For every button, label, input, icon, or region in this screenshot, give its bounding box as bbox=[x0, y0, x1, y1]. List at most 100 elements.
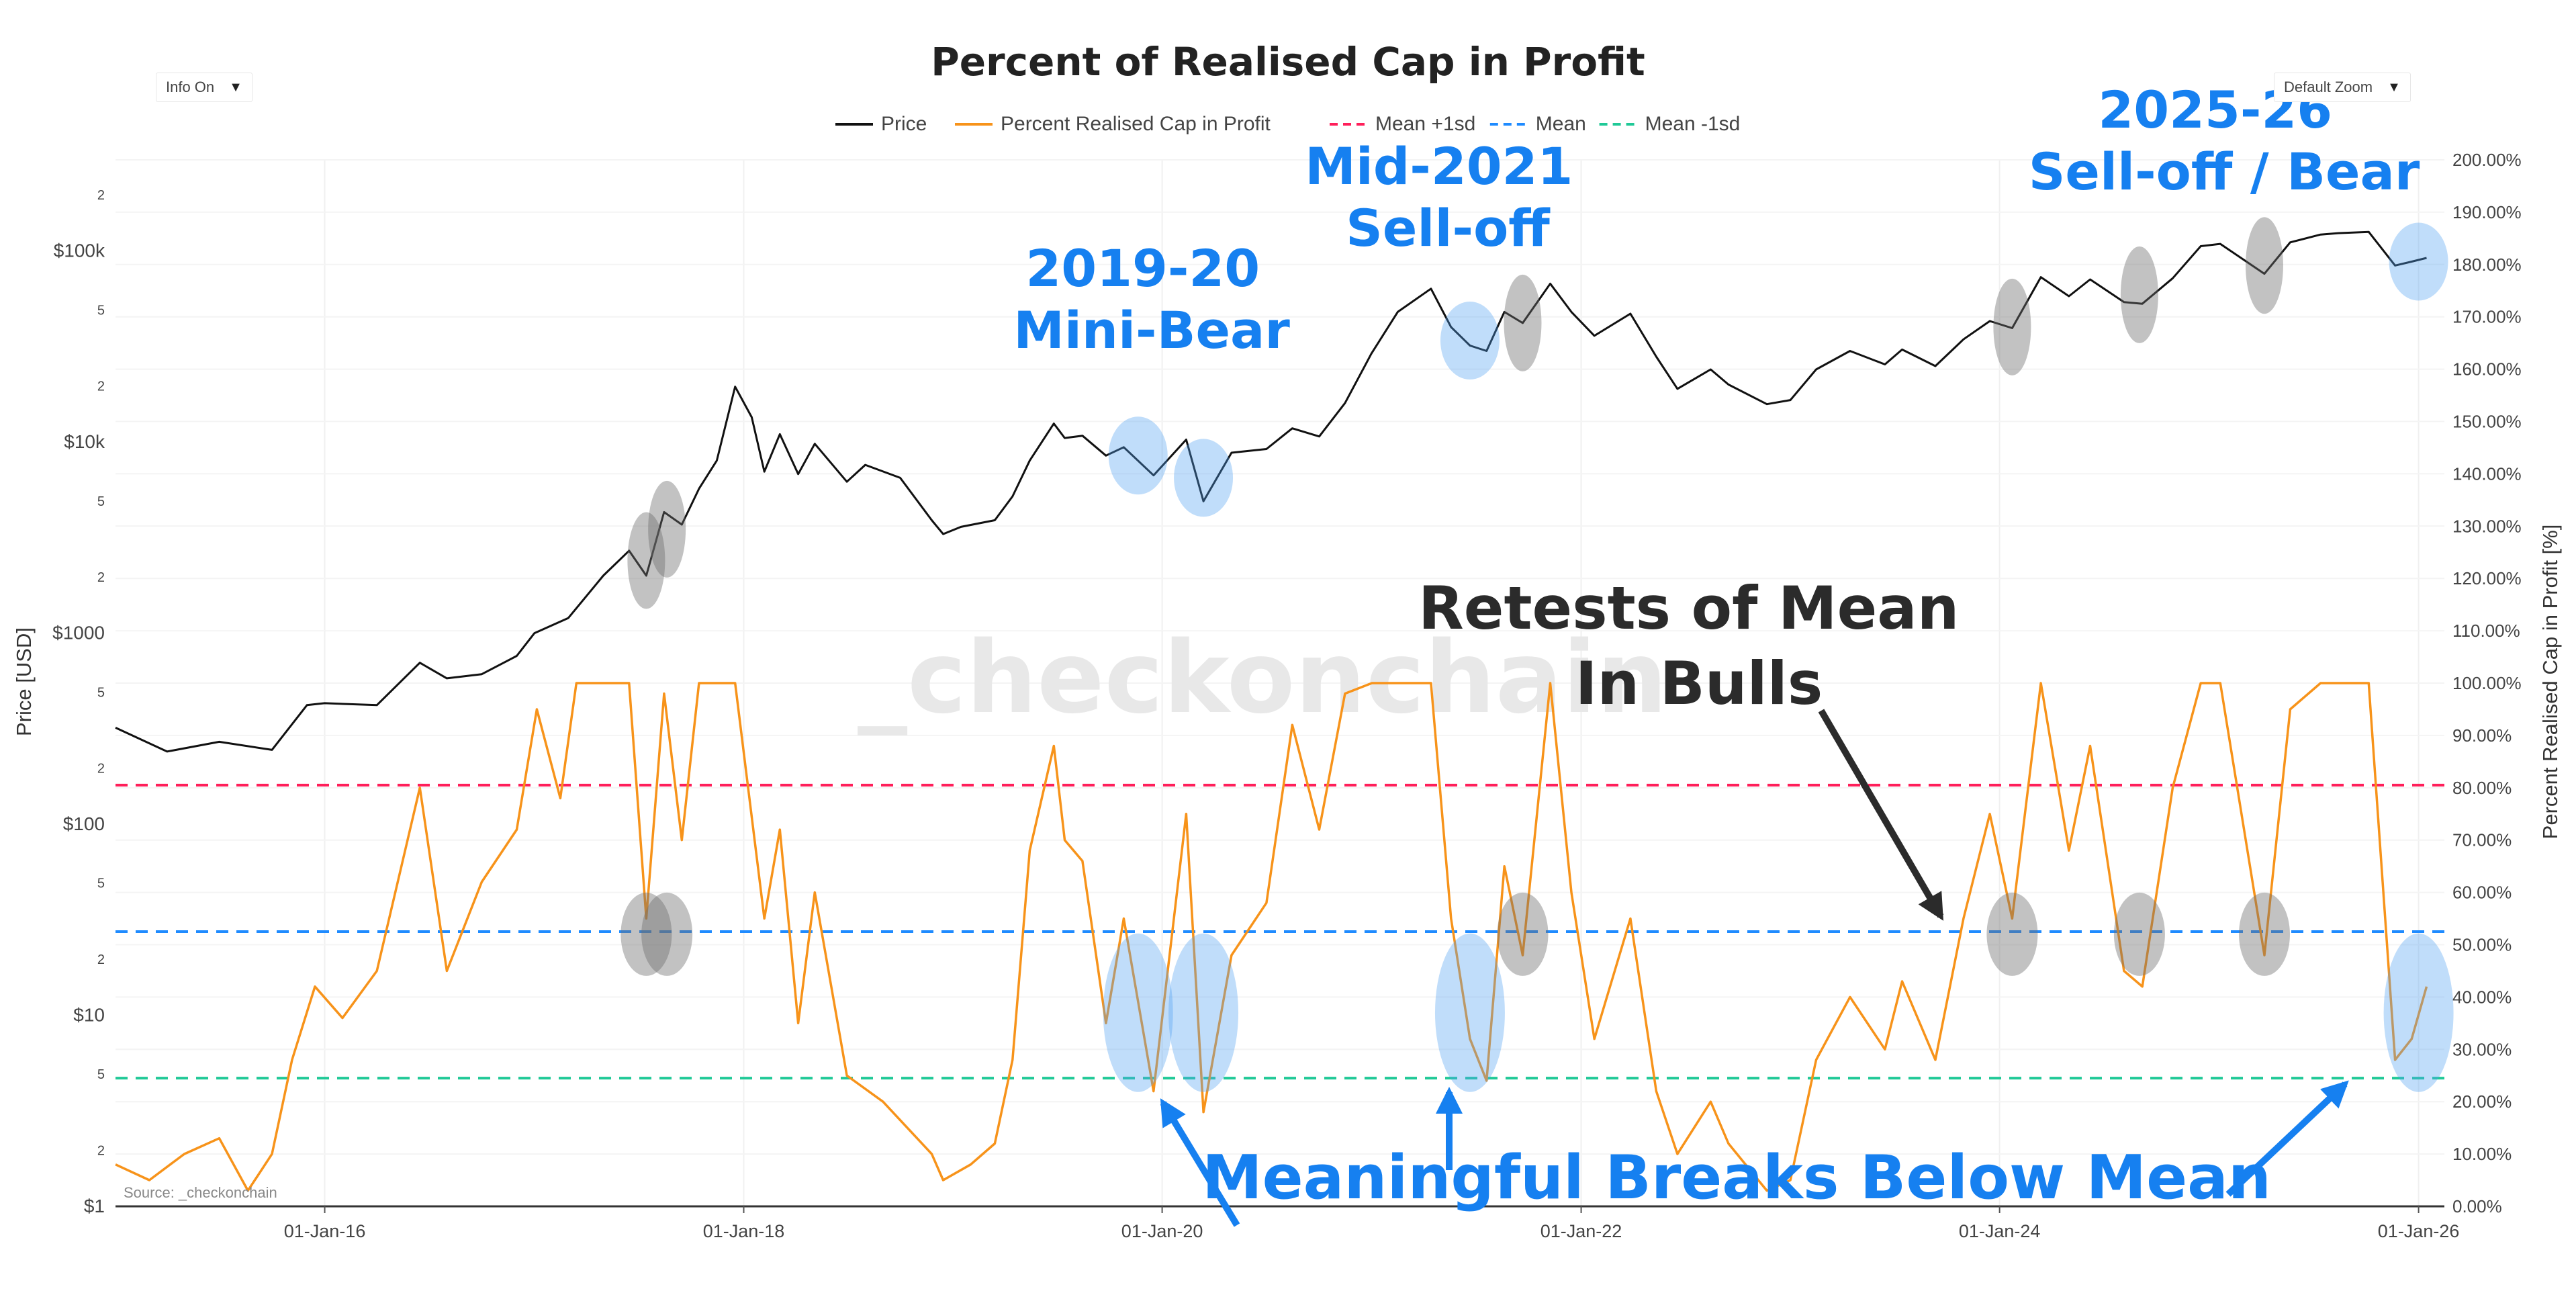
break-highlight bbox=[1108, 416, 1168, 495]
y-right-tick-label: 100.00% bbox=[2452, 673, 2522, 693]
mean-lines bbox=[116, 783, 2444, 1080]
y-right-tick-label: 140.00% bbox=[2452, 463, 2522, 484]
retest-highlight bbox=[648, 480, 686, 578]
retest-highlight bbox=[2245, 217, 2283, 314]
retest-highlight bbox=[2113, 892, 2165, 976]
arrow-break-2020 bbox=[1160, 1098, 1240, 1227]
y-right-tick-label: 20.00% bbox=[2452, 1091, 2512, 1112]
annotation-retests: Retests of Mean In Bulls bbox=[1418, 574, 1980, 718]
y-left-tick-label: 5 bbox=[97, 1067, 105, 1082]
x-tick-label: 01-Jan-24 bbox=[1959, 1221, 2041, 1241]
y-right-tick-label: 60.00% bbox=[2452, 883, 2512, 903]
y-left-label: Price [USD] bbox=[12, 627, 36, 736]
y-left-tick-label: 2 bbox=[97, 570, 105, 585]
y-left-tick-label: $1 bbox=[84, 1196, 105, 1216]
y-left-tick-label: 2 bbox=[97, 761, 105, 776]
y-right-tick-label: 70.00% bbox=[2452, 830, 2512, 850]
retest-highlight bbox=[620, 892, 672, 976]
y-left-tick-label: 2 bbox=[97, 188, 105, 203]
y-left-tick-label: 5 bbox=[97, 685, 105, 700]
break-highlight bbox=[1103, 933, 1173, 1092]
y-left-tick-label: 5 bbox=[97, 494, 105, 509]
x-tick-label: 01-Jan-20 bbox=[1121, 1221, 1203, 1241]
retest-highlight bbox=[1986, 892, 2038, 976]
y-right-tick-label: 190.00% bbox=[2452, 202, 2522, 222]
y-right-tick-label: 10.00% bbox=[2452, 1144, 2512, 1164]
break-highlight bbox=[1168, 933, 1239, 1092]
info-toggle[interactable]: Info On ▼ bbox=[156, 73, 252, 102]
grid bbox=[116, 159, 2444, 1207]
legend-label: Mean -1sd bbox=[1645, 113, 1741, 135]
price-line bbox=[115, 230, 2427, 753]
y-left-tick-label: 2 bbox=[97, 1143, 105, 1158]
y-left-tick-label: $1000 bbox=[52, 623, 105, 643]
y-left-tick-label: $10 bbox=[73, 1005, 105, 1026]
annotation-mid-2021: Mid-2021 Sell-off bbox=[1305, 136, 1591, 258]
retest-highlight bbox=[2120, 246, 2158, 343]
chart-title: Percent of Realised Cap in Profit bbox=[931, 39, 1645, 85]
annotations: 2019-20 Mini-Bear Mid-2021 Sell-off 2025… bbox=[1013, 80, 2420, 1227]
y-left-tick-label: $10k bbox=[64, 431, 105, 452]
retest-highlight bbox=[641, 892, 693, 976]
y-right-tick-label: 40.00% bbox=[2452, 987, 2512, 1007]
annotation-2025-26: 2025-26 Sell-off / Bear bbox=[2029, 80, 2420, 202]
retest-highlight bbox=[2238, 892, 2290, 976]
x-tick-label: 01-Jan-18 bbox=[703, 1221, 785, 1241]
legend-label: Mean +1sd bbox=[1375, 113, 1475, 135]
break-highlight bbox=[1440, 301, 1500, 379]
annotation-breaks: Meaningful Breaks Below Mean bbox=[1202, 1143, 2271, 1213]
highlight-circles bbox=[620, 217, 2454, 1092]
zoom-select[interactable]: Default Zoom ▼ bbox=[2274, 73, 2411, 102]
arrow-retest bbox=[1818, 709, 1944, 921]
y-right-tick-label: 120.00% bbox=[2452, 568, 2522, 588]
arrow-break-2026 bbox=[2225, 1080, 2349, 1197]
break-highlight bbox=[2383, 933, 2454, 1092]
y-right-tick-label: 170.00% bbox=[2452, 307, 2522, 327]
y-left-ticks: $1 2 5 $10 2 5 $100 2 5 $1000 2 5 $10k 2 5 $100k 2 bbox=[52, 188, 105, 1216]
percent-profit-line bbox=[115, 682, 2428, 1192]
break-highlight bbox=[1174, 439, 1234, 517]
x-tick-label: 01-Jan-26 bbox=[2378, 1221, 2460, 1241]
y-left-tick-label: 5 bbox=[97, 877, 105, 891]
legend-label: Price bbox=[881, 113, 927, 135]
y-right-tick-label: 50.00% bbox=[2452, 935, 2512, 955]
y-left-tick-label: 5 bbox=[97, 303, 105, 318]
x-axis-ticks: 01-Jan-16 01-Jan-18 01-Jan-20 01-Jan-22 01-J… bbox=[284, 1206, 2460, 1241]
source-label: Source: _checkonchain bbox=[124, 1184, 277, 1201]
y-right-tick-label: 0.00% bbox=[2452, 1196, 2502, 1216]
y-right-tick-label: 90.00% bbox=[2452, 725, 2512, 746]
retest-highlight bbox=[1504, 274, 1542, 371]
legend-label: Mean bbox=[1536, 113, 1586, 135]
y-right-tick-label: 160.00% bbox=[2452, 359, 2522, 379]
y-left-tick-label: 2 bbox=[97, 952, 105, 967]
legend-label: Percent Realised Cap in Profit bbox=[1001, 113, 1271, 135]
y-right-tick-label: 180.00% bbox=[2452, 255, 2522, 275]
series bbox=[115, 230, 2428, 1192]
zoom-select-label: Default Zoom bbox=[2284, 79, 2373, 95]
y-right-tick-label: 80.00% bbox=[2452, 778, 2512, 798]
x-tick-label: 01-Jan-22 bbox=[1540, 1221, 1622, 1241]
legend: Price Percent Realised Cap in Profit Mean … bbox=[835, 113, 1740, 135]
chevron-down-icon: ▼ bbox=[229, 79, 242, 95]
annotation-mini-bear: 2019-20 Mini-Bear bbox=[1013, 238, 1290, 360]
retest-highlight bbox=[1993, 278, 2031, 375]
y-right-label: Percent Realised Cap in Profit [%] bbox=[2538, 525, 2562, 840]
info-toggle-label: Info On bbox=[166, 79, 215, 95]
y-right-tick-label: 30.00% bbox=[2452, 1039, 2512, 1059]
break-highlight bbox=[1434, 933, 1505, 1092]
y-left-tick-label: $100k bbox=[54, 240, 105, 261]
y-left-tick-label: 2 bbox=[97, 379, 105, 394]
y-right-ticks: 0.00% 10.00% 20.00% 30.00% 40.00% 50.00% 60.00… bbox=[2452, 150, 2522, 1216]
retest-highlight bbox=[1497, 892, 1549, 976]
y-right-tick-label: 200.00% bbox=[2452, 150, 2522, 170]
break-highlight bbox=[2389, 222, 2448, 301]
y-right-tick-label: 130.00% bbox=[2452, 516, 2522, 536]
y-right-tick-label: 110.00% bbox=[2452, 621, 2520, 641]
x-tick-label: 01-Jan-16 bbox=[284, 1221, 366, 1241]
watermark: _checkonchain bbox=[858, 620, 1667, 735]
y-right-tick-label: 150.00% bbox=[2452, 412, 2522, 432]
y-left-tick-label: $100 bbox=[63, 813, 105, 834]
chevron-down-icon: ▼ bbox=[2387, 79, 2401, 95]
retest-highlight bbox=[627, 512, 665, 609]
